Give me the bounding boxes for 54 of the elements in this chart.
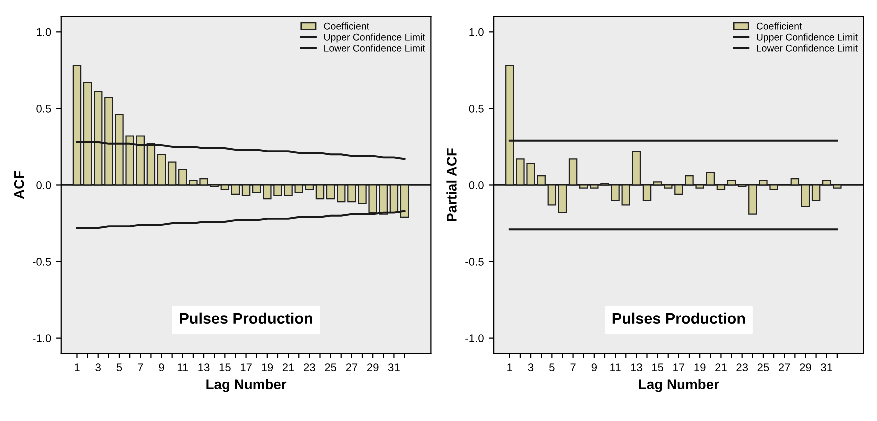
x-tick-label: 31 [388, 364, 400, 372]
x-tick-label: 29 [800, 364, 812, 372]
x-axis-title: Lag Number [206, 379, 287, 392]
x-axis-title: Lag Number [639, 379, 720, 392]
legend-label: Coefficient [324, 22, 370, 30]
x-tick-label: 19 [694, 364, 706, 372]
x-tick-label: 19 [262, 364, 274, 372]
x-tick-label: 27 [346, 364, 358, 372]
y-tick-label: 1.0 [37, 28, 52, 36]
x-tick-label: 27 [778, 364, 790, 372]
y-tick-label: 0.0 [469, 182, 484, 190]
y-axis-title: Partial ACF [446, 148, 457, 222]
x-tick-label: 7 [138, 364, 144, 372]
x-tick-label: 3 [528, 364, 534, 372]
legend-label: Lower Confidence Limit [324, 44, 426, 52]
x-tick-label: 9 [159, 364, 164, 372]
x-tick-label: 5 [116, 364, 122, 372]
annotation: Pulses Production [180, 312, 312, 324]
x-tick-label: 21 [282, 364, 294, 372]
x-tick-label: 21 [716, 364, 727, 372]
x-tick-label: 11 [178, 364, 188, 372]
y-tick-label: -1.0 [466, 334, 484, 342]
x-tick-label: 9 [592, 364, 597, 372]
x-tick-label: 15 [220, 364, 231, 372]
legend-label: Lower Confidence Limit [757, 44, 858, 52]
x-tick-label: 17 [674, 364, 685, 372]
x-tick-label: 15 [652, 364, 664, 372]
legend-label: Coefficient [756, 22, 802, 30]
x-tick-label: 1 [508, 364, 512, 372]
x-tick-label: 29 [367, 364, 379, 372]
x-tick-label: 3 [96, 364, 101, 372]
y-axis-title: ACF [14, 171, 24, 200]
y-tick-label: 0.0 [36, 182, 52, 190]
x-tick-label: 13 [631, 364, 642, 372]
x-tick-label: 23 [736, 364, 748, 372]
y-tick-label: -0.5 [466, 258, 484, 266]
x-tick-label: 17 [240, 364, 252, 372]
x-tick-label: 1 [74, 364, 80, 372]
x-tick-label: 31 [821, 364, 833, 372]
y-tick-label: -0.5 [33, 258, 52, 266]
x-tick-label: 23 [304, 364, 316, 372]
x-tick-label: 5 [550, 364, 555, 372]
x-tick-label: 7 [570, 364, 576, 372]
x-tick-label: 25 [325, 364, 337, 372]
y-tick-label: -1.0 [33, 334, 52, 342]
x-tick-label: 13 [198, 364, 210, 372]
legend-label: Upper Confidence Limit [324, 34, 426, 43]
annotation: Pulses Production [612, 312, 746, 324]
y-tick-label: 0.5 [469, 104, 484, 113]
x-tick-label: 11 [610, 364, 621, 372]
y-tick-label: 0.5 [36, 104, 52, 113]
legend-label: Upper Confidence Limit [757, 34, 858, 43]
y-tick-label: 1.0 [470, 28, 484, 36]
x-tick-label: 25 [758, 364, 770, 372]
